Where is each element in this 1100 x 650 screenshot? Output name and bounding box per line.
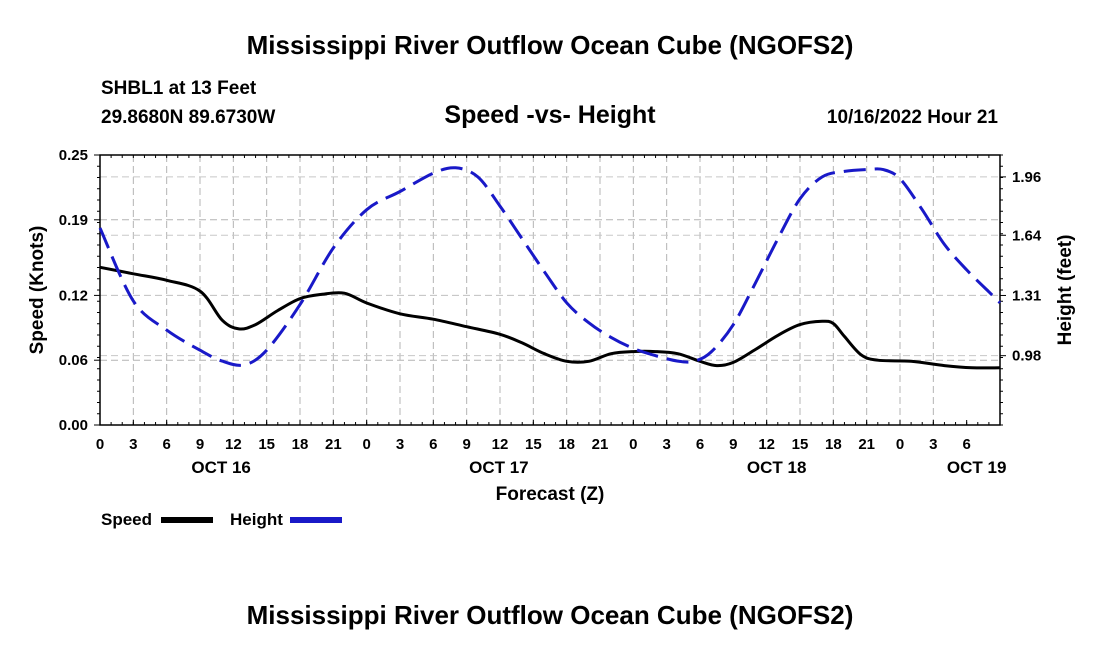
coordinates-label: 29.8680N 89.6730W [101, 107, 276, 128]
series-line-height [98, 166, 1002, 367]
x-tick-label: 12 [225, 436, 242, 453]
x-tick-label: 9 [196, 436, 204, 453]
series-layer [98, 166, 1002, 370]
y-left-tick-label: 0.25 [59, 147, 88, 164]
x-tick-label: 6 [162, 436, 170, 453]
x-tick-label: 9 [462, 436, 470, 453]
y-right-tick-label: 1.31 [1012, 287, 1041, 304]
axis-labels: Forecast (Z) Speed (Knots) Height (feet) [27, 226, 1076, 505]
x-tick-label: 0 [896, 436, 904, 453]
x-tick-label: 12 [758, 436, 775, 453]
chart-title: Speed -vs- Height [444, 101, 656, 129]
station-label: SHBL1 at 13 Feet [101, 78, 257, 99]
legend: Speed Height [101, 510, 342, 529]
x-tick-label: 21 [325, 436, 342, 453]
x-tick-label: 12 [492, 436, 509, 453]
date-label: OCT 19 [947, 458, 1007, 477]
x-tick-label: 6 [429, 436, 437, 453]
x-tick-label: 9 [729, 436, 737, 453]
x-tick-label: 3 [129, 436, 137, 453]
x-tick-label: 15 [258, 436, 275, 453]
x-tick-label: 18 [558, 436, 575, 453]
y-right-tick-label: 1.96 [1012, 169, 1041, 186]
bottom-title: Mississippi River Outflow Ocean Cube (NG… [246, 600, 854, 630]
x-tick-label: 15 [525, 436, 542, 453]
left-axis-label: Speed (Knots) [27, 226, 48, 355]
x-tick-label: 0 [362, 436, 370, 453]
date-label: OCT 17 [469, 458, 529, 477]
date-label: OCT 18 [747, 458, 807, 477]
x-tick-label: 0 [629, 436, 637, 453]
y-right-tick-label: 1.64 [1012, 227, 1042, 244]
x-tick-label: 21 [592, 436, 609, 453]
legend-label-speed: Speed [101, 510, 152, 529]
y-left-tick-label: 0.12 [59, 287, 88, 304]
x-tick-label: 3 [929, 436, 937, 453]
x-tick-label: 0 [96, 436, 104, 453]
x-tick-label: 18 [292, 436, 309, 453]
plot-frame [99, 154, 1001, 426]
x-tick-label: 6 [962, 436, 970, 453]
date-hour-label: 10/16/2022 Hour 21 [826, 107, 998, 128]
legend-label-height: Height [230, 510, 283, 529]
page-title: Mississippi River Outflow Ocean Cube (NG… [246, 30, 854, 60]
x-tick-label: 18 [825, 436, 842, 453]
y-left-tick-label: 0.00 [59, 417, 88, 434]
axis-ticks: 0 3 6 9 12 15 18 21 0 3 6 9 12 15 18 21 0 3 6 9 12 15 18 21 0 3 6 O… [59, 147, 1042, 477]
y-left-tick-label: 0.06 [59, 352, 88, 369]
right-axis-label: Height (feet) [1055, 235, 1076, 346]
x-axis-label: Forecast (Z) [496, 484, 605, 505]
x-tick-label: 6 [696, 436, 704, 453]
x-tick-label: 21 [858, 436, 875, 453]
date-label: OCT 16 [191, 458, 251, 477]
series-line-speed [99, 265, 1001, 370]
x-tick-label: 3 [396, 436, 404, 453]
y-right-tick-label: 0.98 [1012, 348, 1041, 365]
grid-lines [100, 155, 1000, 425]
x-tick-label: 15 [792, 436, 809, 453]
y-left-tick-label: 0.19 [59, 212, 88, 229]
x-tick-label: 3 [662, 436, 670, 453]
